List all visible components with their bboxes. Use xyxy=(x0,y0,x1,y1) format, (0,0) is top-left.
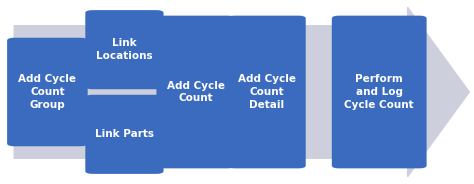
Text: Add Cycle
Count: Add Cycle Count xyxy=(166,81,225,103)
FancyBboxPatch shape xyxy=(85,10,164,89)
FancyBboxPatch shape xyxy=(156,16,235,168)
FancyBboxPatch shape xyxy=(332,16,427,168)
Polygon shape xyxy=(14,7,469,177)
Text: Perform
and Log
Cycle Count: Perform and Log Cycle Count xyxy=(345,74,414,110)
Text: Link
Locations: Link Locations xyxy=(96,38,153,61)
Text: Add Cycle
Count
Group: Add Cycle Count Group xyxy=(18,74,76,110)
Text: Add Cycle
Count
Detail: Add Cycle Count Detail xyxy=(237,74,296,110)
FancyBboxPatch shape xyxy=(7,38,88,146)
FancyBboxPatch shape xyxy=(85,95,164,174)
FancyBboxPatch shape xyxy=(228,16,306,168)
Text: Link Parts: Link Parts xyxy=(95,129,154,139)
